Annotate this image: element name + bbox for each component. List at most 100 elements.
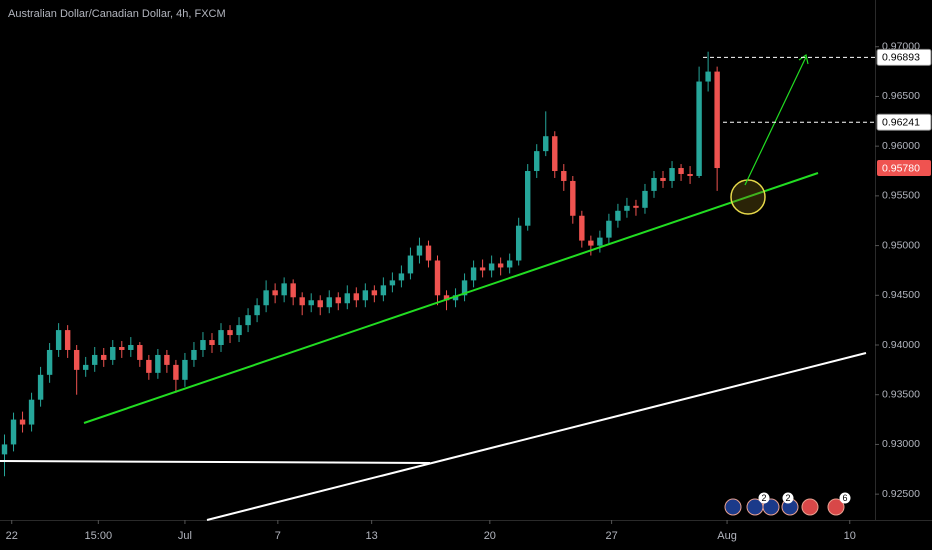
candle-body (137, 345, 143, 360)
x-tick-label: 15:00 (85, 530, 113, 542)
y-tick-label: 0.93000 (882, 438, 920, 450)
candle-body (371, 290, 378, 296)
events: 2 2 6 (724, 492, 851, 516)
candle-body (669, 168, 675, 181)
candle-body (101, 354, 107, 360)
x-tick-label: 22 (6, 530, 18, 542)
y-tick-label: 0.92500 (882, 488, 920, 500)
candle-body (714, 71, 720, 169)
x-tick-label: 7 (275, 530, 281, 542)
candle-body (164, 354, 170, 365)
event-icon (762, 498, 780, 516)
candle-body (380, 285, 387, 296)
candle-body (1, 444, 8, 455)
candle-body (200, 340, 206, 350)
trend-line (206, 352, 867, 521)
candle-body (651, 177, 657, 191)
candle-body (705, 71, 711, 82)
event-badge (758, 492, 770, 504)
candle-body (434, 260, 441, 296)
candle-body (398, 273, 405, 281)
candle-body (73, 349, 80, 370)
event-badge-count: 6 (842, 493, 847, 503)
y-tick-label: 0.95500 (882, 190, 920, 202)
y-tick-label: 0.93500 (882, 389, 920, 401)
y-tick-label: 0.96000 (882, 140, 920, 152)
candle-body (615, 210, 621, 221)
candle-body (543, 136, 549, 152)
candle-body (317, 300, 323, 308)
arrow-line (744, 56, 807, 186)
candle-body (82, 364, 89, 370)
candle-body (525, 171, 531, 226)
x-tick-label: Jul (178, 530, 192, 542)
candle-body (534, 151, 540, 172)
candle-body (46, 349, 53, 375)
candle-body (461, 280, 468, 296)
candle-body (353, 293, 360, 301)
candle-body (497, 263, 504, 268)
candle-body (443, 295, 450, 301)
candle-body (236, 325, 242, 336)
x-tick-label: 10 (844, 530, 856, 542)
candle-body (209, 340, 215, 346)
candle-body (263, 290, 269, 306)
candle-body (218, 330, 224, 346)
candle-body (506, 260, 513, 268)
y-tick-label: 0.95000 (882, 239, 920, 251)
candle-body (308, 300, 314, 306)
candle-body (389, 280, 396, 286)
candle-body (597, 237, 603, 246)
candle-body (290, 283, 296, 298)
candle-body (470, 267, 477, 281)
price-label: 0.96241 (882, 116, 920, 128)
candle-body (579, 215, 585, 241)
candle-body (452, 295, 459, 301)
candle-body (344, 293, 350, 304)
candle-body (687, 173, 693, 176)
arrow-head (798, 53, 809, 65)
candle-body (10, 419, 17, 445)
candles (1, 51, 720, 477)
event-badge (839, 492, 851, 504)
event-badge-count: 2 (761, 493, 766, 503)
x-tick-label: Aug (717, 530, 737, 542)
candle-body (561, 171, 567, 181)
candle-body (37, 374, 44, 400)
drawings (0, 53, 867, 521)
candle-body (633, 205, 639, 208)
x-tick-label: 27 (605, 530, 617, 542)
trend-line (83, 172, 819, 424)
candle-body (696, 81, 702, 176)
candle-body (425, 245, 432, 261)
y-tick-label: 0.96500 (882, 90, 920, 102)
candle-body (245, 315, 251, 326)
price-label-box (877, 160, 931, 177)
candle-body (407, 255, 414, 274)
candle-body (416, 245, 423, 256)
candle-body (335, 297, 341, 304)
candle-body (479, 267, 486, 271)
event-badge (782, 492, 794, 504)
candle-body (642, 190, 648, 208)
event-icon (827, 498, 845, 516)
price-label: 0.95780 (882, 162, 920, 174)
candle-body (588, 240, 594, 246)
candle-body (182, 359, 188, 380)
candle-body (146, 359, 152, 373)
x-tick-label: 13 (366, 530, 378, 542)
price-label-box (876, 113, 932, 131)
y-tick-label: 0.94000 (882, 339, 920, 351)
event-icon (801, 498, 819, 516)
candle-body (606, 220, 612, 238)
chart-title: Australian Dollar/Canadian Dollar, 4h, F… (8, 8, 226, 20)
candle-body (678, 168, 684, 174)
y-tick-label: 0.94500 (882, 289, 920, 301)
candle-body (191, 349, 197, 360)
candle-body (28, 399, 35, 425)
candle-body (552, 136, 558, 172)
candle-body (227, 330, 233, 336)
candle-body (128, 345, 134, 350)
